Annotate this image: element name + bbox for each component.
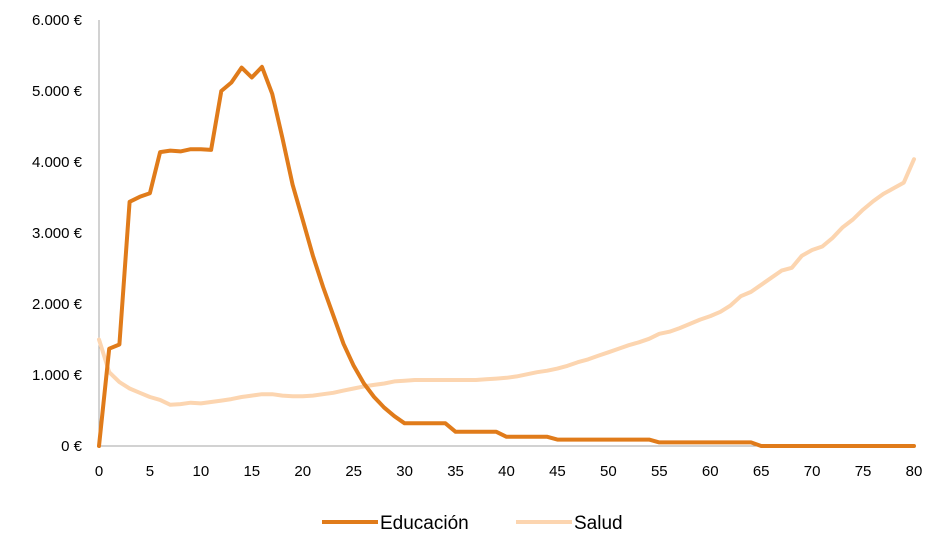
x-tick-label: 10 [193,463,210,480]
y-tick-label: 5.000 € [32,83,83,100]
x-tick-label: 50 [600,463,617,480]
chart-axes: 0 € 1.000 € 2.000 € 3.000 € 4.000 € 5.000 € 6.… [32,12,922,480]
y-tick-label: 0 € [61,438,83,455]
x-tick-label: 80 [906,463,923,480]
y-tick-label: 4.000 € [32,154,83,171]
series-line-salud [97,157,916,407]
y-tick-label: 1.000 € [32,367,83,384]
x-tick-label: 45 [549,463,566,480]
x-tick-label: 25 [345,463,362,480]
legend-label-educacion: Educación [380,513,469,534]
x-tick-label: 55 [651,463,668,480]
x-tick-label: 65 [753,463,770,480]
chart-legend: Educación Salud [322,513,623,534]
x-tick-label: 70 [804,463,821,480]
y-tick-label: 3.000 € [32,225,83,242]
y-tick-label: 6.000 € [32,12,83,29]
x-tick-label: 60 [702,463,719,480]
x-tick-label: 35 [447,463,464,480]
chart-series-layer [97,64,916,448]
x-tick-label: 0 [95,463,103,480]
series-line-educacion [97,64,916,448]
x-tick-label: 75 [855,463,872,480]
x-tick-label: 5 [146,463,154,480]
x-tick-label: 15 [243,463,260,480]
x-tick-label: 20 [294,463,311,480]
x-tick-label: 40 [498,463,515,480]
legend-label-salud: Salud [574,513,623,534]
y-tick-label: 2.000 € [32,296,83,313]
x-tick-label: 30 [396,463,413,480]
